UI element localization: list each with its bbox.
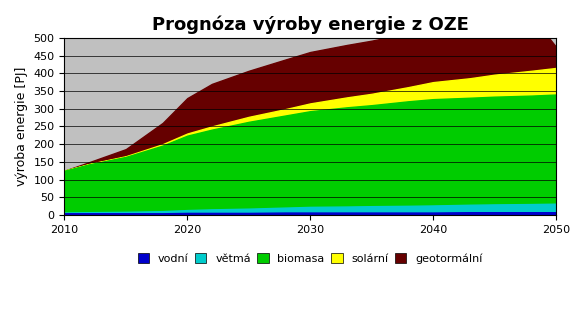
Y-axis label: výroba energie [PJ]: výroba energie [PJ] — [15, 67, 28, 186]
Title: Prognóza výroby energie z OZE: Prognóza výroby energie z OZE — [152, 15, 469, 34]
Legend: vodní, větmá, biomasa, solární, geotormální: vodní, větmá, biomasa, solární, geotormá… — [133, 249, 487, 268]
